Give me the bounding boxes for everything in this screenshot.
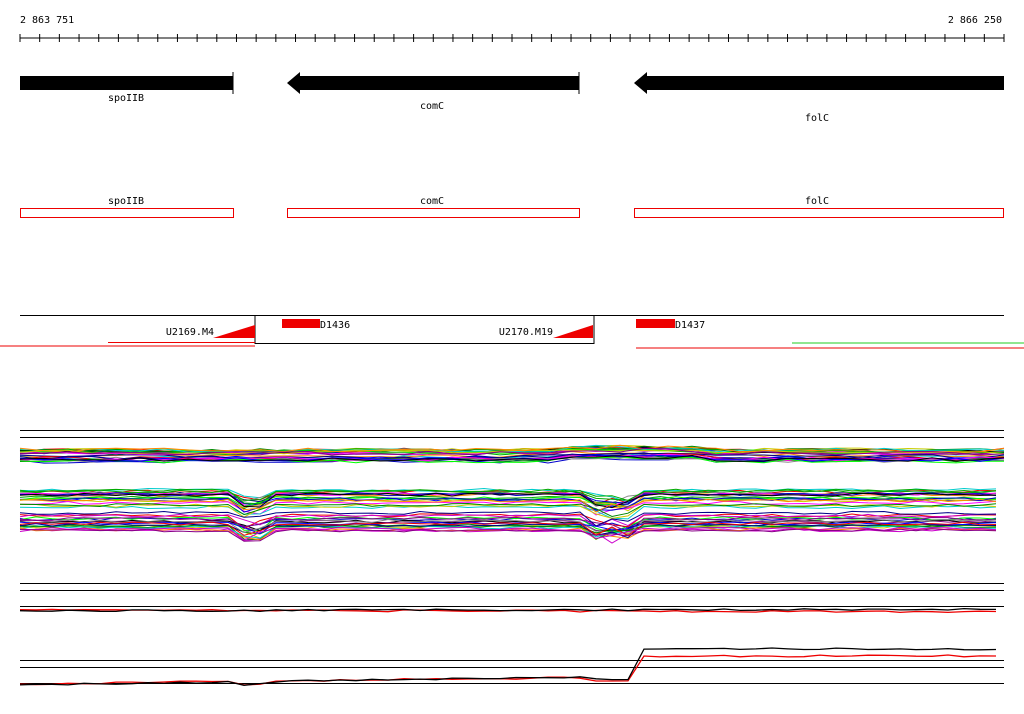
gene-label: folC (805, 113, 829, 124)
gene-arrow (287, 72, 579, 94)
profile (19, 500, 997, 516)
profile (19, 607, 997, 613)
profile (19, 654, 997, 686)
annotation-box (20, 208, 234, 218)
profile (19, 449, 1005, 455)
profile (19, 505, 997, 520)
profile (19, 454, 1005, 462)
profile (19, 489, 997, 505)
annotation-box (287, 208, 580, 218)
profile (19, 526, 997, 541)
profile (19, 502, 997, 518)
profile (19, 527, 997, 541)
gene-label: spoIIB (108, 93, 144, 104)
profile (19, 510, 997, 527)
profile (19, 488, 997, 502)
profile (19, 518, 997, 536)
annotation-box (634, 208, 1004, 218)
ruler-start: 2 863 751 (20, 15, 74, 26)
feature-triangle (553, 325, 593, 338)
profile (19, 523, 997, 539)
feature-label: D1436 (320, 320, 350, 331)
profile (19, 495, 997, 510)
profile (19, 516, 997, 533)
expression-profiles (19, 444, 1005, 686)
profile (19, 444, 1005, 453)
gene-arrow (20, 76, 233, 90)
ruler-ticks (19, 34, 1005, 42)
track-frames (20, 430, 1004, 684)
feature-block (282, 319, 320, 328)
profile (20, 498, 997, 513)
feature-label: D1437 (675, 320, 705, 331)
profile (19, 517, 997, 529)
profile (19, 492, 997, 509)
annotation-label: spoIIB (108, 196, 144, 207)
profile (19, 647, 997, 686)
ruler-end: 2 866 250 (948, 15, 1002, 26)
profile (19, 447, 1005, 455)
profile (19, 528, 997, 542)
profile (19, 456, 1004, 464)
profile (19, 513, 997, 527)
annotation-label: comC (420, 196, 444, 207)
gene-arrow (634, 72, 1004, 94)
feature-triangle (213, 325, 255, 338)
profile (19, 521, 997, 537)
feature-block (636, 319, 675, 328)
annotation-label: folC (805, 196, 829, 207)
profile (19, 444, 1005, 453)
track-outline (20, 315, 595, 344)
profile (19, 447, 1005, 456)
gene-label: comC (420, 101, 444, 112)
feature-label: U2169.M4 (166, 327, 214, 338)
feature-label: U2170.M19 (499, 327, 553, 338)
